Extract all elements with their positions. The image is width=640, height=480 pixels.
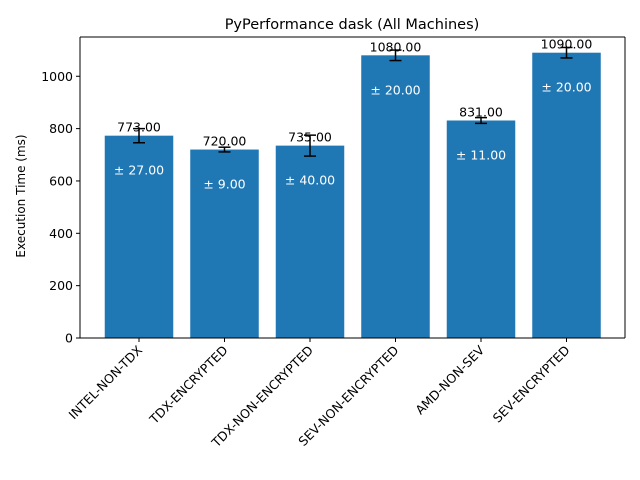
bar [104,135,174,338]
bar [446,120,516,338]
value-label: 1080.00 [370,39,422,54]
value-label: 720.00 [203,134,247,149]
x-tick-label: SEV-ENCRYPTED [490,343,573,426]
x-tick-label: AMD-NON-SEV [412,342,487,417]
x-tick-label: INTEL-NON-TDX [66,342,146,422]
value-label: 831.00 [459,104,503,119]
error-label: ± 27.00 [114,163,164,178]
y-tick-label: 0 [65,331,73,346]
value-label: 735.00 [288,130,332,145]
x-tick-label: TDX-ENCRYPTED [146,343,231,428]
y-tick-label: 400 [49,226,73,241]
y-tick-label: 800 [49,121,73,136]
error-label: ± 9.00 [203,177,245,192]
y-tick-label: 200 [49,278,73,293]
bar [275,145,345,338]
y-tick-label: 1000 [41,69,73,84]
bar [190,149,259,338]
error-label: ± 40.00 [285,173,335,188]
y-axis-label: Execution Time (ms) [14,134,28,257]
x-tick-label: SEV-NON-ENCRYPTED [295,343,401,449]
error-label: ± 20.00 [370,82,420,97]
value-label: 773.00 [117,120,161,135]
error-label: ± 11.00 [456,147,506,162]
value-label: 1090.00 [541,37,593,52]
error-label: ± 20.00 [541,80,591,95]
bar [361,55,430,338]
y-tick-label: 600 [49,173,73,188]
chart-title: PyPerformance dask (All Machines) [225,17,480,33]
bar [532,52,601,339]
plot-area: 773.00 720.00 735.00 1080.00 831.00 1090.00 ± … [41,36,626,451]
